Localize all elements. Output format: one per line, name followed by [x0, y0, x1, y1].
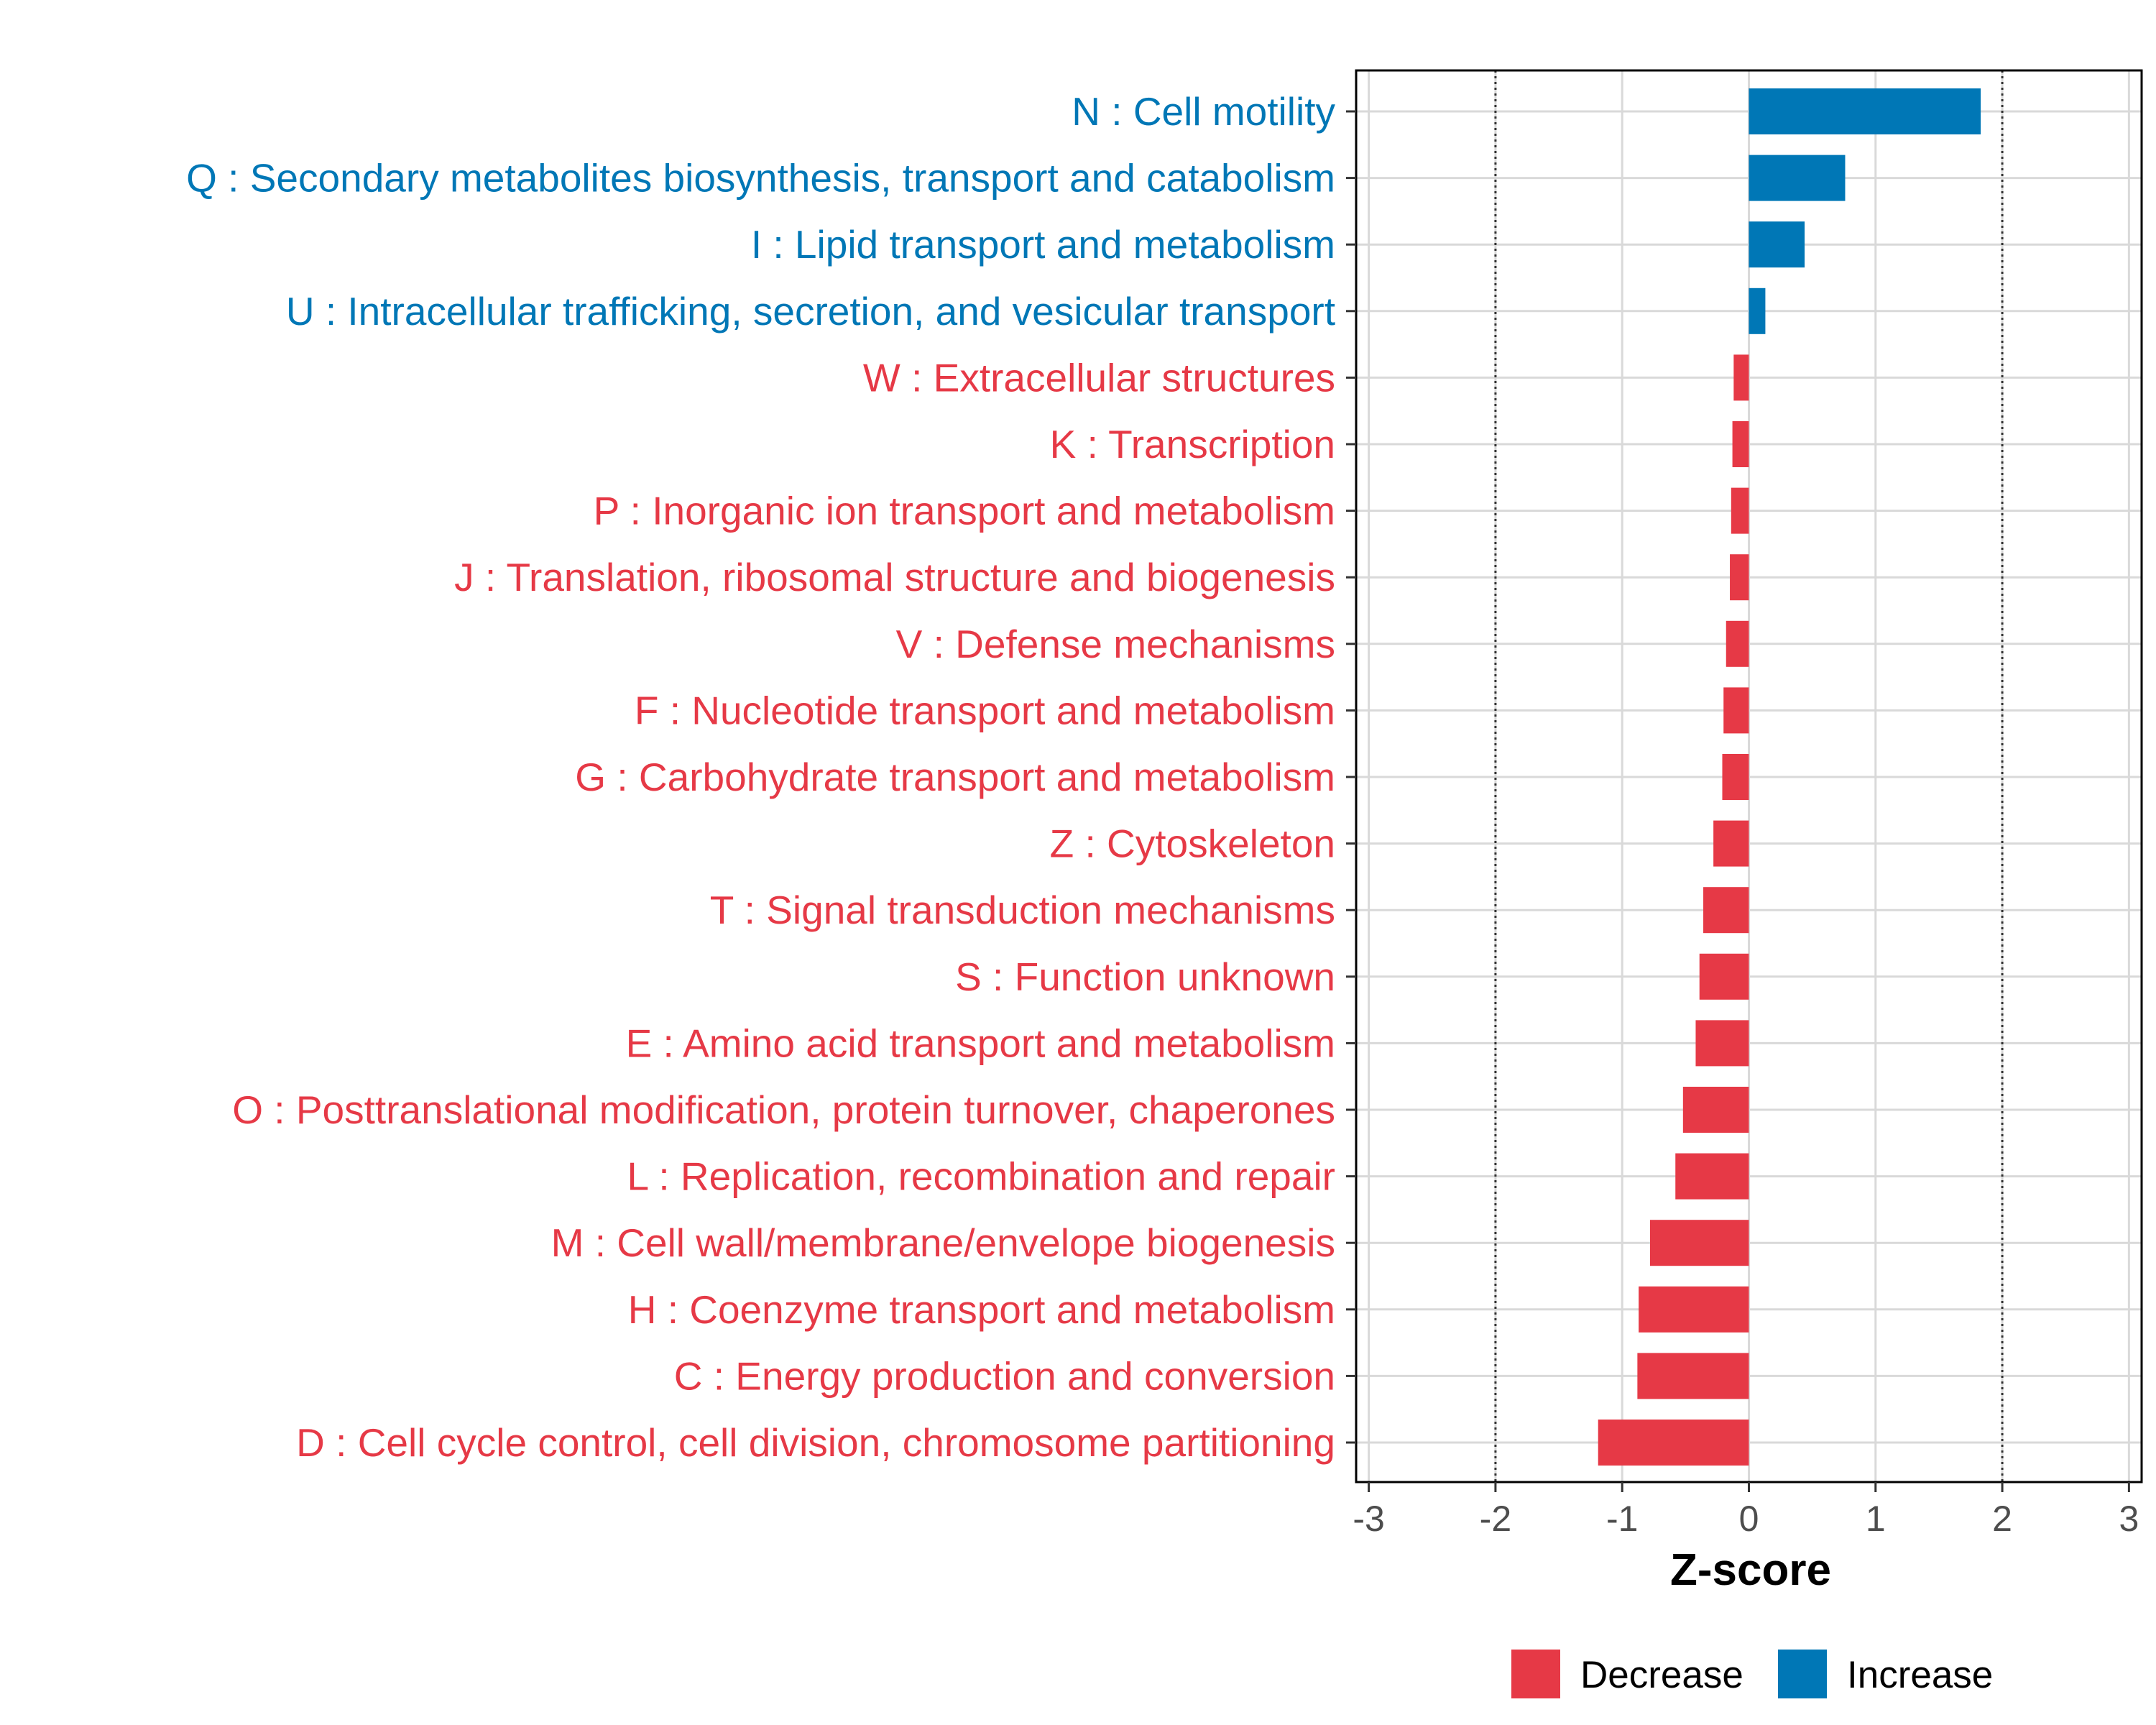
bar	[1639, 1286, 1749, 1333]
x-tick-label: 0	[1739, 1499, 1759, 1539]
category-label: V : Defense mechanisms	[896, 622, 1335, 666]
legend-swatch	[1511, 1650, 1560, 1698]
bars	[1598, 88, 1981, 1466]
category-label: G : Carbohydrate transport and metabolis…	[575, 755, 1335, 799]
bar	[1598, 1420, 1749, 1466]
category-label: J : Translation, ribosomal structure and…	[454, 555, 1335, 599]
x-tick-label: -2	[1480, 1499, 1511, 1539]
bar	[1749, 155, 1846, 201]
category-label: Q : Secondary metabolites biosynthesis, …	[186, 156, 1335, 201]
category-label: P : Inorganic ion transport and metaboli…	[594, 489, 1335, 533]
bar	[1732, 421, 1749, 467]
bar	[1703, 887, 1749, 934]
x-tick-label: -3	[1353, 1499, 1384, 1539]
category-label: D : Cell cycle control, cell division, c…	[296, 1420, 1335, 1465]
legend: Decrease Increase	[1511, 1650, 1993, 1698]
bar	[1749, 88, 1981, 134]
bar	[1733, 354, 1749, 401]
bar	[1730, 554, 1749, 601]
category-label: K : Transcription	[1050, 422, 1335, 466]
bar	[1726, 620, 1749, 667]
bar	[1649, 1220, 1749, 1266]
category-label: N : Cell motility	[1072, 89, 1335, 134]
bar	[1723, 687, 1749, 734]
category-labels: N : Cell motility Q : Secondary metabolit…	[186, 89, 1335, 1465]
category-label: I : Lipid transport and metabolism	[751, 222, 1335, 267]
x-axis-title: Z-score	[1670, 1545, 1831, 1595]
category-label: E : Amino acid transport and metabolism	[626, 1021, 1335, 1065]
category-label: U : Intracellular trafficking, secretion…	[286, 289, 1335, 334]
category-label: Z : Cytoskeleton	[1050, 822, 1335, 866]
bar	[1713, 820, 1749, 867]
y-axis-ticks	[1346, 110, 1356, 1444]
legend-label: Increase	[1847, 1654, 1993, 1696]
category-label: F : Nucleotide transport and metabolism	[635, 688, 1335, 732]
x-tick-label: 3	[2119, 1499, 2139, 1539]
bar	[1695, 1020, 1749, 1067]
category-label: M : Cell wall/membrane/envelope biogenes…	[551, 1220, 1335, 1265]
category-label: O : Posttranslational modification, prot…	[232, 1087, 1335, 1132]
legend-swatch	[1778, 1650, 1827, 1698]
bar	[1749, 288, 1766, 334]
bar	[1675, 1153, 1749, 1200]
bar	[1731, 487, 1749, 534]
bar	[1682, 1087, 1749, 1133]
category-label: C : Energy production and conversion	[674, 1353, 1335, 1398]
category-label: H : Coenzyme transport and metabolism	[628, 1287, 1335, 1332]
bar	[1637, 1353, 1749, 1399]
legend-label: Decrease	[1580, 1654, 1743, 1696]
x-tick-label: -1	[1606, 1499, 1638, 1539]
category-label: S : Function unknown	[955, 954, 1335, 999]
x-tick-label: 2	[1992, 1499, 2012, 1539]
category-label: L : Replication, recombination and repai…	[627, 1154, 1335, 1199]
x-axis-ticks: -3 -2 -1 0 1 2 3	[1353, 1482, 2139, 1539]
category-label: W : Extracellular structures	[863, 355, 1335, 400]
x-tick-label: 1	[1866, 1499, 1886, 1539]
bar	[1722, 754, 1749, 800]
category-label: T : Signal transduction mechanisms	[710, 888, 1335, 932]
bar	[1749, 221, 1805, 268]
bar	[1699, 953, 1749, 1000]
